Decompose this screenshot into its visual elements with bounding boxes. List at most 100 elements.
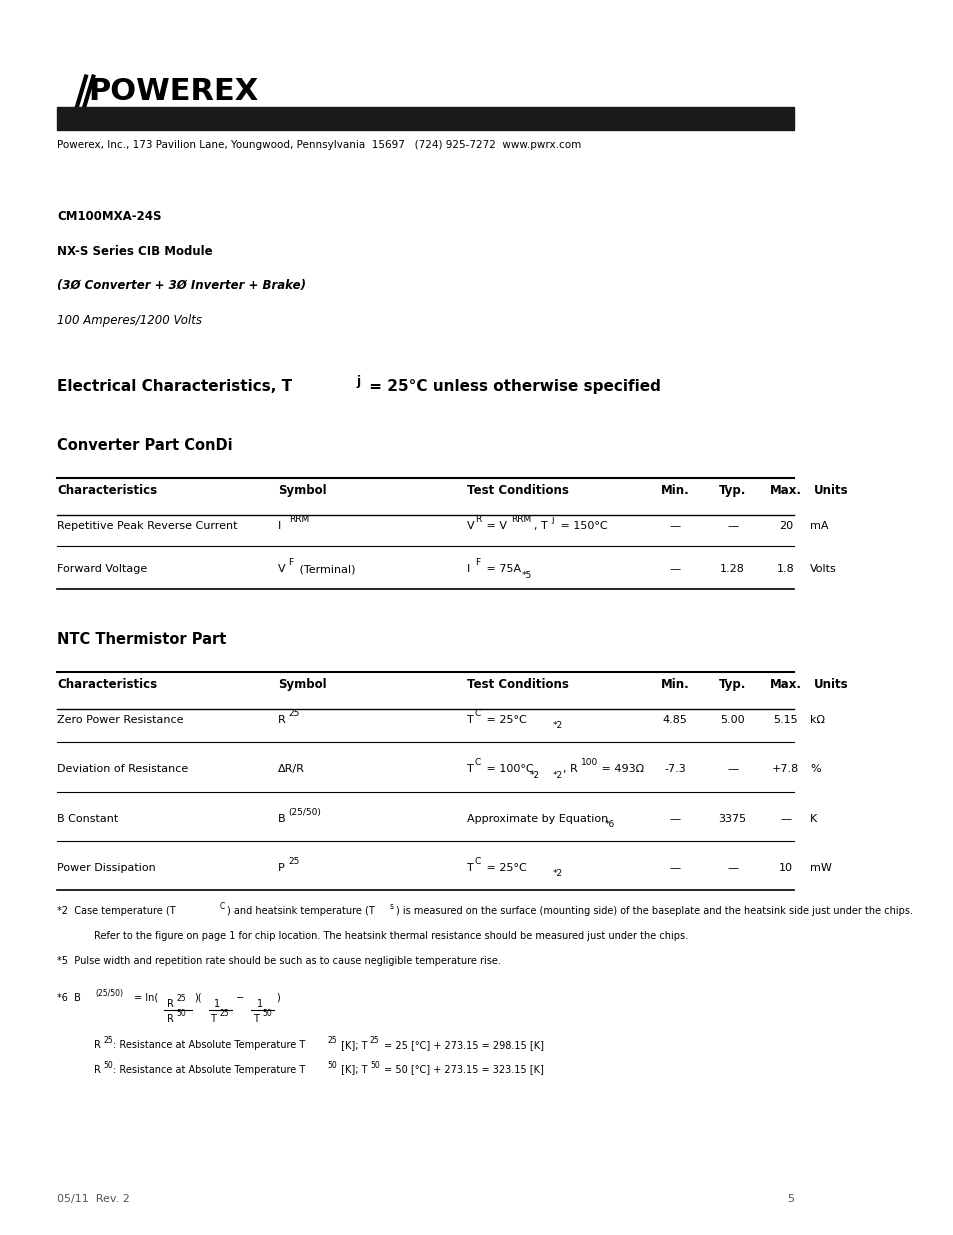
Text: ) is measured on the surface (mounting side) of the baseplate and the heatsink s: ) is measured on the surface (mounting s… [395, 906, 912, 916]
Text: I: I [466, 564, 469, 574]
Text: j: j [550, 515, 553, 524]
Text: 4.85: 4.85 [662, 715, 687, 725]
Text: 25: 25 [103, 1036, 112, 1045]
Text: %: % [809, 764, 821, 774]
Text: C: C [475, 758, 480, 767]
Text: —: — [669, 814, 680, 824]
Text: −: − [233, 993, 248, 1003]
Text: 1.28: 1.28 [720, 564, 744, 574]
Text: 10: 10 [778, 863, 792, 873]
Text: 50: 50 [370, 1061, 379, 1070]
Text: —: — [726, 521, 738, 531]
Text: T: T [466, 764, 473, 774]
Text: R: R [94, 1040, 101, 1050]
Text: (25/50): (25/50) [95, 989, 123, 998]
Text: = 493Ω: = 493Ω [597, 764, 643, 774]
Text: 50: 50 [327, 1061, 336, 1070]
Text: Units: Units [813, 484, 847, 498]
Text: Symbol: Symbol [278, 678, 327, 692]
Text: ΔR/R: ΔR/R [278, 764, 305, 774]
Text: —: — [669, 564, 680, 574]
Text: = 75A: = 75A [482, 564, 520, 574]
Text: *2: *2 [530, 771, 539, 779]
Text: *5  Pulse width and repetition rate should be such as to cause negligible temper: *5 Pulse width and repetition rate shoul… [57, 956, 500, 966]
Text: 5.00: 5.00 [720, 715, 744, 725]
Text: 1: 1 [214, 999, 220, 1009]
Text: 25: 25 [288, 709, 299, 718]
Text: Powerex, Inc., 173 Pavilion Lane, Youngwood, Pennsylvania  15697   (724) 925-727: Powerex, Inc., 173 Pavilion Lane, Youngw… [57, 140, 581, 149]
Text: —: — [669, 521, 680, 531]
Text: Power Dissipation: Power Dissipation [57, 863, 156, 873]
Text: 3375: 3375 [718, 814, 746, 824]
Text: V: V [466, 521, 474, 531]
Text: = 25 [°C] + 273.15 = 298.15 [K]: = 25 [°C] + 273.15 = 298.15 [K] [380, 1040, 543, 1050]
Text: )(: )( [193, 993, 201, 1003]
Text: 50: 50 [262, 1009, 272, 1018]
Text: R: R [167, 999, 173, 1009]
Text: 05/11  Rev. 2: 05/11 Rev. 2 [57, 1194, 130, 1204]
Text: = 150°C: = 150°C [556, 521, 606, 531]
Text: RRM: RRM [289, 515, 309, 524]
Text: Test Conditions: Test Conditions [466, 484, 568, 498]
Text: [K]; T: [K]; T [337, 1065, 367, 1074]
Text: Refer to the figure on page 1 for chip location. The heatsink thermal resistance: Refer to the figure on page 1 for chip l… [94, 931, 687, 941]
Text: Zero Power Resistance: Zero Power Resistance [57, 715, 184, 725]
Text: (25/50): (25/50) [288, 808, 320, 816]
Text: [K]; T: [K]; T [337, 1040, 367, 1050]
Text: s: s [389, 902, 394, 910]
Text: K: K [809, 814, 817, 824]
Text: = 25°C: = 25°C [482, 863, 526, 873]
Text: mW: mW [809, 863, 831, 873]
Text: CM100MXA-24S: CM100MXA-24S [57, 210, 162, 224]
Text: Converter Part ConDi: Converter Part ConDi [57, 438, 233, 453]
Text: *2: *2 [552, 721, 562, 730]
Text: C: C [475, 709, 480, 718]
Text: 100 Amperes/1200 Volts: 100 Amperes/1200 Volts [57, 314, 202, 327]
Text: 50: 50 [103, 1061, 112, 1070]
Text: Units: Units [813, 678, 847, 692]
Text: T: T [466, 863, 473, 873]
Text: V: V [278, 564, 286, 574]
Text: *6  B: *6 B [57, 993, 81, 1003]
Text: , R: , R [562, 764, 578, 774]
Text: 1: 1 [256, 999, 263, 1009]
Text: B Constant: B Constant [57, 814, 118, 824]
Text: R: R [94, 1065, 101, 1074]
Text: Max.: Max. [769, 484, 801, 498]
Text: *2  Case temperature (T: *2 Case temperature (T [57, 906, 175, 916]
Text: (3Ø Converter + 3Ø Inverter + Brake): (3Ø Converter + 3Ø Inverter + Brake) [57, 279, 306, 293]
Text: = 100°C: = 100°C [482, 764, 533, 774]
Text: 25: 25 [370, 1036, 379, 1045]
Text: 25: 25 [219, 1009, 229, 1018]
Text: (Terminal): (Terminal) [296, 564, 355, 574]
Text: +7.8: +7.8 [771, 764, 799, 774]
Text: 100: 100 [580, 758, 598, 767]
Text: Electrical Characteristics, T: Electrical Characteristics, T [57, 379, 293, 394]
Text: Max.: Max. [769, 678, 801, 692]
Text: F: F [475, 558, 479, 567]
Text: Symbol: Symbol [278, 484, 327, 498]
Text: kΩ: kΩ [809, 715, 824, 725]
Text: P: P [278, 863, 285, 873]
Text: *2: *2 [552, 869, 562, 878]
Text: : Resistance at Absolute Temperature T: : Resistance at Absolute Temperature T [112, 1065, 305, 1074]
Text: *6: *6 [604, 820, 614, 829]
Text: Deviation of Resistance: Deviation of Resistance [57, 764, 189, 774]
Text: Repetitive Peak Reverse Current: Repetitive Peak Reverse Current [57, 521, 237, 531]
Text: : Resistance at Absolute Temperature T: : Resistance at Absolute Temperature T [112, 1040, 305, 1050]
Text: mA: mA [809, 521, 828, 531]
Text: 25: 25 [288, 857, 299, 866]
Bar [57, 107, 793, 130]
Text: j: j [355, 375, 360, 389]
Text: Forward Voltage: Forward Voltage [57, 564, 148, 574]
Text: T: T [253, 1014, 258, 1024]
Text: R: R [475, 515, 480, 524]
Text: —: — [669, 863, 680, 873]
Text: RRM: RRM [511, 515, 531, 524]
Text: Approximate by Equation: Approximate by Equation [466, 814, 607, 824]
Text: , T: , T [533, 521, 547, 531]
Text: Min.: Min. [660, 678, 689, 692]
Text: 50: 50 [176, 1009, 187, 1018]
Text: POWEREX: POWEREX [89, 77, 258, 105]
Text: 25: 25 [176, 994, 186, 1003]
